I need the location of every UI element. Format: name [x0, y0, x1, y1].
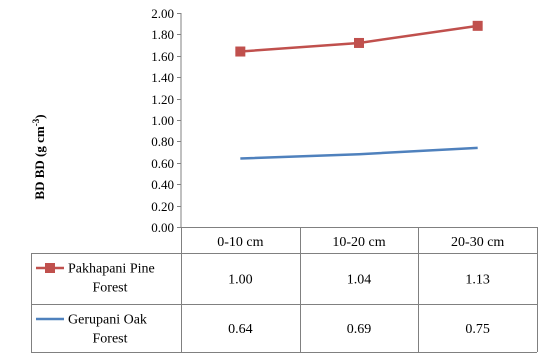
y-tick-label: 1.20: [151, 92, 174, 107]
plot-area: [235, 20, 483, 160]
y-axis-title-superscript: -3: [31, 118, 41, 126]
y-axis: 0.00 0.20 0.40 0.60 0.80 1.00 1.20 1.40 1.60 1.80…: [151, 6, 182, 235]
y-tick-label: 2.00: [151, 6, 174, 21]
y-tick-label: 0.00: [151, 220, 174, 235]
data-point: [235, 46, 246, 57]
table-value: 1.00: [228, 273, 253, 288]
y-tick-label: 0.40: [151, 177, 174, 192]
y-tick-label: 0.80: [151, 134, 174, 149]
data-point: [354, 37, 364, 48]
y-axis-title-prefix: BD: [32, 178, 47, 199]
table-value: 0.69: [347, 322, 372, 337]
legend-key-marker: [45, 263, 55, 273]
y-tick-label: 1.00: [151, 113, 174, 128]
y-axis-title-close: ): [32, 114, 47, 118]
category-label: 20-30 cm: [451, 235, 504, 250]
data-point: [472, 20, 483, 31]
legend-label-line: Pakhapani Pine: [68, 262, 155, 277]
y-axis-title-main: BD (g cm: [32, 126, 47, 178]
legend-label-line: Forest: [93, 281, 128, 296]
legend-label-line: Gerupani Oak: [68, 313, 147, 328]
table-value: 0.75: [465, 322, 490, 337]
legend-label: Gerupani Oak Forest: [68, 313, 147, 347]
y-tick-label: 0.60: [151, 156, 174, 171]
y-axis-title-text: BD BD (g cm-3): [31, 114, 47, 199]
category-label: 10-20 cm: [332, 235, 385, 250]
y-tick-label: 1.60: [151, 49, 174, 64]
y-tick-label: 0.20: [151, 199, 174, 214]
table-value: 1.04: [347, 273, 372, 288]
legend-label-line: Forest: [93, 332, 128, 347]
legend-label: Pakhapani Pine Forest: [68, 262, 155, 296]
y-tick-label: 1.40: [151, 70, 174, 85]
y-tick-label: 1.80: [151, 27, 174, 42]
table-value: 1.13: [465, 273, 490, 288]
series-line: [240, 146, 478, 160]
category-label: 0-10 cm: [217, 235, 263, 250]
y-axis-title: BD BD (g cm-3): [31, 114, 47, 199]
data-table: 0-10 cm 10-20 cm 20-30 cm Pakhapani Pine For…: [31, 227, 538, 353]
table-value: 0.64: [228, 322, 253, 337]
